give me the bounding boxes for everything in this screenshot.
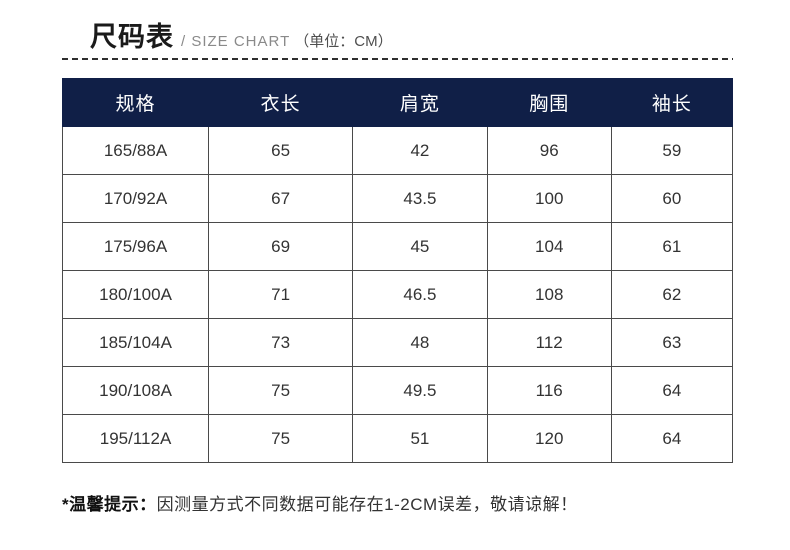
table-header-length: 衣长 [208, 78, 354, 127]
cell-spec: 170/92A [61, 174, 210, 223]
cell-chest: 120 [486, 414, 612, 463]
table-header-sleeve: 袖长 [610, 78, 734, 127]
cell-chest: 112 [486, 318, 612, 367]
cell-length: 67 [208, 174, 354, 223]
cell-chest: 100 [486, 174, 612, 223]
cell-spec: 190/108A [61, 366, 210, 415]
cell-shoulder: 49.5 [352, 366, 488, 415]
cell-shoulder: 43.5 [352, 174, 488, 223]
cell-chest: 116 [486, 366, 612, 415]
cell-length: 75 [208, 366, 354, 415]
cell-shoulder: 48 [352, 318, 488, 367]
cell-sleeve: 59 [610, 126, 734, 175]
cell-length: 71 [208, 270, 354, 319]
table-row: 180/100A 71 46.5 108 62 [61, 270, 734, 319]
table-row: 165/88A 65 42 96 59 [61, 126, 734, 175]
cell-spec: 195/112A [61, 414, 210, 463]
cell-sleeve: 62 [610, 270, 734, 319]
table-header-row: 规格 衣长 肩宽 胸围 袖长 [61, 78, 734, 127]
table-row: 175/96A 69 45 104 61 [61, 222, 734, 271]
cell-shoulder: 46.5 [352, 270, 488, 319]
cell-sleeve: 60 [610, 174, 734, 223]
table-header-chest: 胸围 [486, 78, 612, 127]
warm-tip: *温馨提示：因测量方式不同数据可能存在1-2CM误差，敬请谅解！ [62, 490, 733, 515]
cell-chest: 108 [486, 270, 612, 319]
content-area: 尺码表 / SIZE CHART （单位：CM） 规格 衣长 肩宽 胸围 袖长 [61, 0, 734, 515]
cell-sleeve: 63 [610, 318, 734, 367]
cell-shoulder: 42 [352, 126, 488, 175]
cell-spec: 180/100A [61, 270, 210, 319]
table-header-shoulder: 肩宽 [352, 78, 488, 127]
warm-tip-label: *温馨提示： [62, 495, 157, 514]
title-block: 尺码表 / SIZE CHART （单位：CM） [62, 0, 733, 51]
unit-note: （单位：CM） [294, 33, 393, 50]
cell-sleeve: 64 [610, 366, 734, 415]
cell-spec: 185/104A [61, 318, 210, 367]
table-header-spec: 规格 [61, 78, 210, 127]
cell-chest: 104 [486, 222, 612, 271]
cell-shoulder: 45 [352, 222, 488, 271]
table-row: 195/112A 75 51 120 64 [61, 414, 734, 463]
cell-length: 65 [208, 126, 354, 175]
cell-spec: 165/88A [61, 126, 210, 175]
cell-sleeve: 64 [610, 414, 734, 463]
cell-spec: 175/96A [61, 222, 210, 271]
cell-length: 69 [208, 222, 354, 271]
cell-sleeve: 61 [610, 222, 734, 271]
page-title: 尺码表 [90, 22, 174, 52]
table-row: 190/108A 75 49.5 116 64 [61, 366, 734, 415]
page-subtitle: / SIZE CHART [181, 33, 291, 50]
warm-tip-text: 因测量方式不同数据可能存在1-2CM误差，敬请谅解！ [156, 495, 578, 514]
cell-shoulder: 51 [352, 414, 488, 463]
dashed-divider [62, 58, 733, 60]
table-row: 170/92A 67 43.5 100 60 [61, 174, 734, 223]
cell-length: 75 [208, 414, 354, 463]
table-row: 185/104A 73 48 112 63 [61, 318, 734, 367]
cell-chest: 96 [486, 126, 612, 175]
cell-length: 73 [208, 318, 354, 367]
size-table: 规格 衣长 肩宽 胸围 袖长 165/88A 65 42 96 59 170/9… [61, 78, 734, 463]
